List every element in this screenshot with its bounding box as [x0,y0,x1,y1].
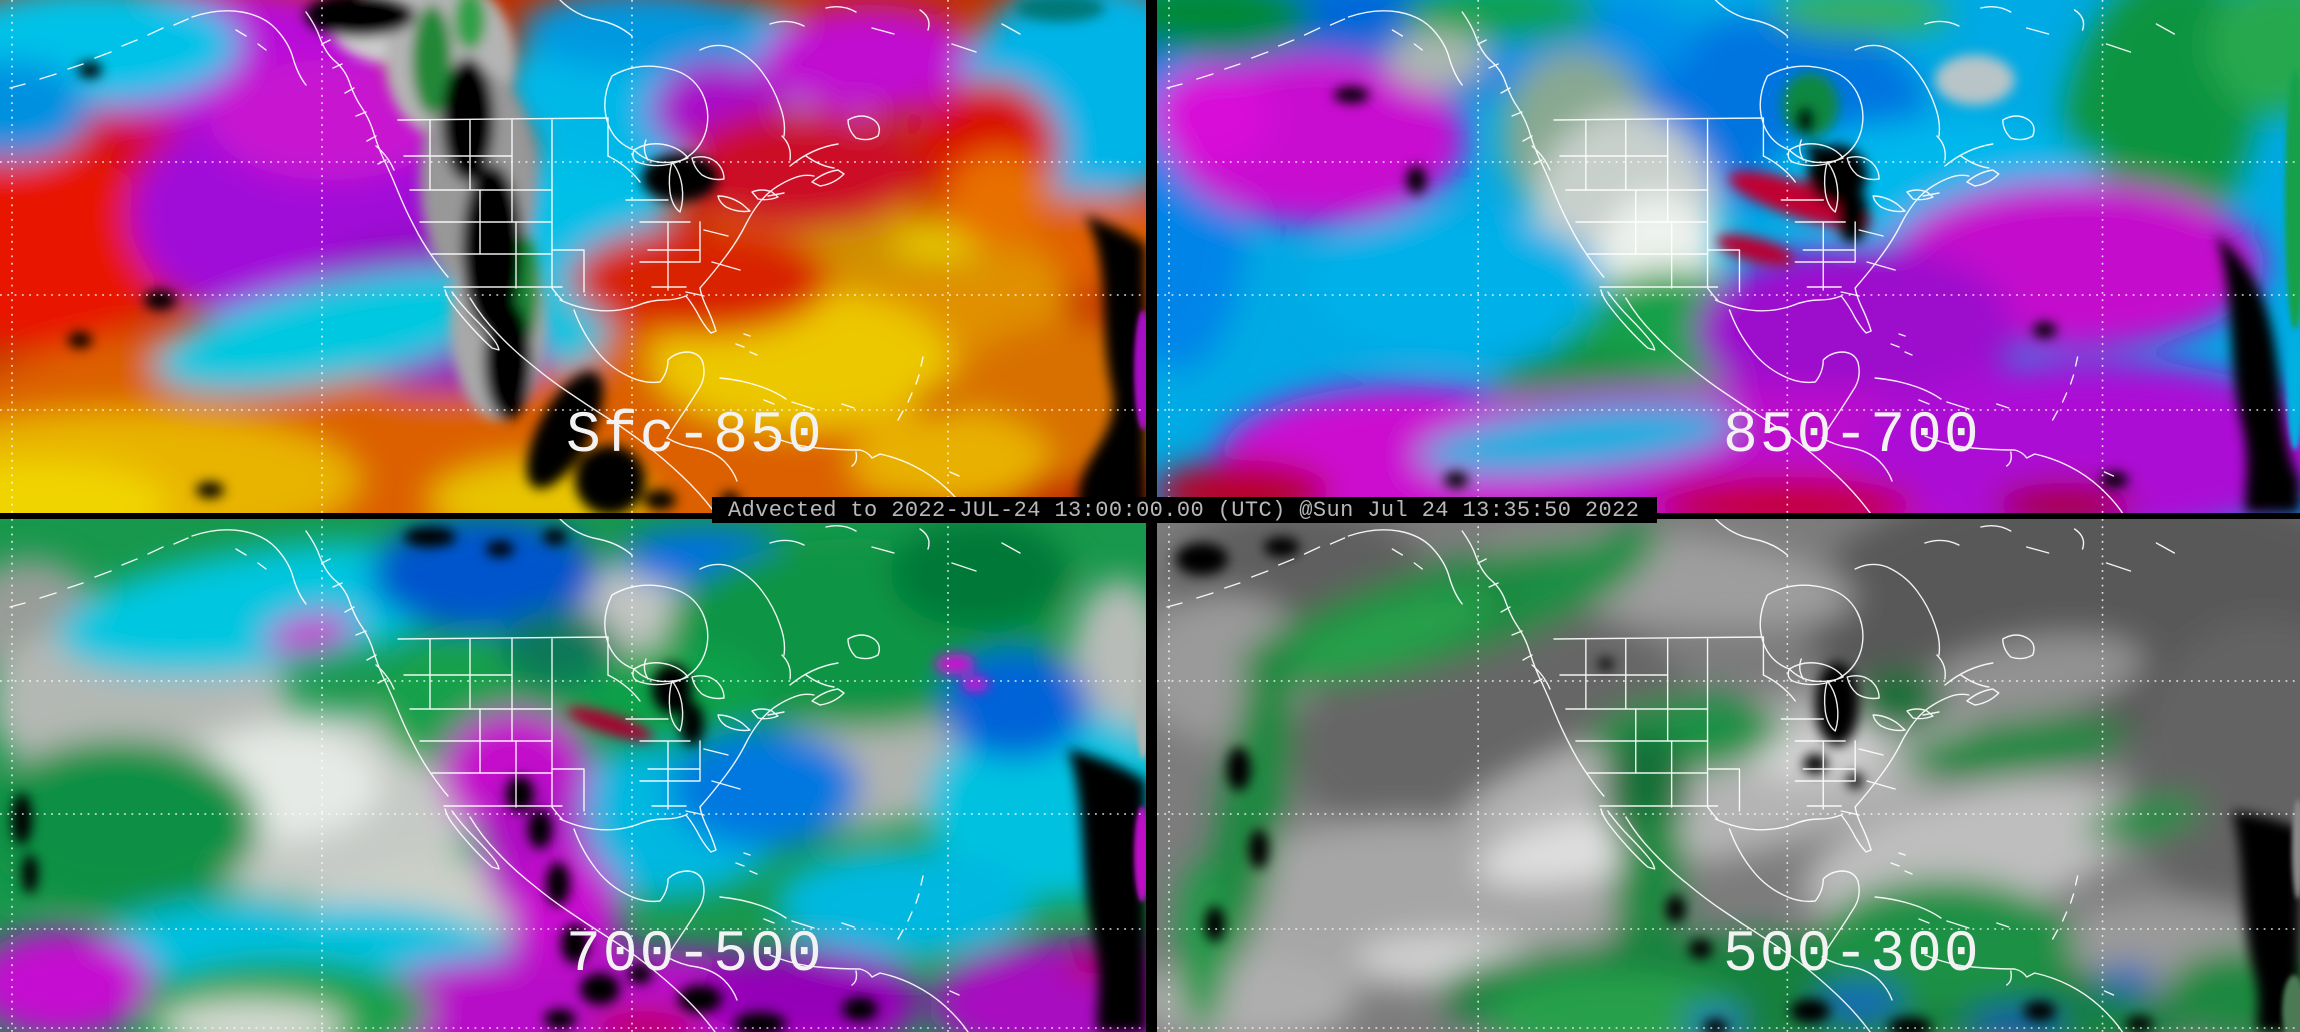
panel-label-700-500: 700-500 [566,923,824,988]
panel-700-500: 700-500 [0,519,1146,1032]
panel-label-sfc-850: Sfc-850 [566,404,824,469]
panel-label-850-700: 850-700 [1723,404,1981,469]
timestamp-text: Advected to 2022-JUL-24 13:00:00.00 (UTC… [728,497,1640,523]
timestamp-banner: Advected to 2022-JUL-24 13:00:00.00 (UTC… [712,497,1657,523]
moisture-field-500-300 [1157,519,2300,1032]
panel-label-500-300: 500-300 [1723,923,1981,988]
panel-500-300: 500-300 [1157,519,2300,1032]
panel-850-700: 850-700 [1157,0,2300,513]
moisture-field-700-500 [0,519,1146,1032]
panel-sfc-850: Sfc-850 [0,0,1146,513]
moisture-field-850-700 [1157,0,2300,513]
moisture-field-sfc-850 [0,0,1146,513]
